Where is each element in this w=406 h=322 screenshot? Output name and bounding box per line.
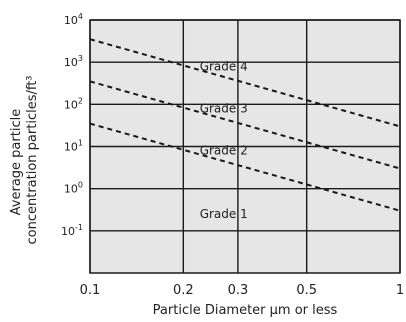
annotations: Grade 4 Grade 3 Grade 2 Grade 1 <box>200 59 248 221</box>
x-tick-label: 1 <box>396 283 404 298</box>
y-tick-label: 103 <box>64 54 83 69</box>
y-axis-label: Average particle concentration particles… <box>9 75 40 244</box>
y-tick-label: 100 <box>64 181 83 196</box>
y-axis-label-line-1: Average particle <box>9 109 24 216</box>
y-tick-label: 104 <box>64 12 83 27</box>
grade-label: Grade 3 <box>200 101 248 115</box>
grade-label: Grade 1 <box>200 207 248 221</box>
x-tick-labels: 0.1 0.2 0.3 0.5 1 <box>80 283 404 298</box>
x-tick-label: 0.5 <box>296 283 317 298</box>
x-tick-label: 0.3 <box>228 283 249 298</box>
x-axis-label: Particle Diameter μm or less <box>153 303 338 318</box>
y-tick-labels: 104 103 102 101 100 10-1 <box>61 12 83 238</box>
grid <box>89 19 401 273</box>
y-tick-label: 101 <box>64 139 83 154</box>
y-tick-label: 10-1 <box>61 223 83 238</box>
x-tick-label: 0.1 <box>80 283 101 298</box>
grade-label: Grade 2 <box>200 144 248 158</box>
x-tick-label: 0.2 <box>173 283 194 298</box>
grade-label: Grade 4 <box>200 59 248 73</box>
plot-frame <box>89 19 401 274</box>
y-tick-label: 102 <box>64 96 83 111</box>
y-axis-label-line-2: concentration particles/ft³ <box>25 75 40 244</box>
